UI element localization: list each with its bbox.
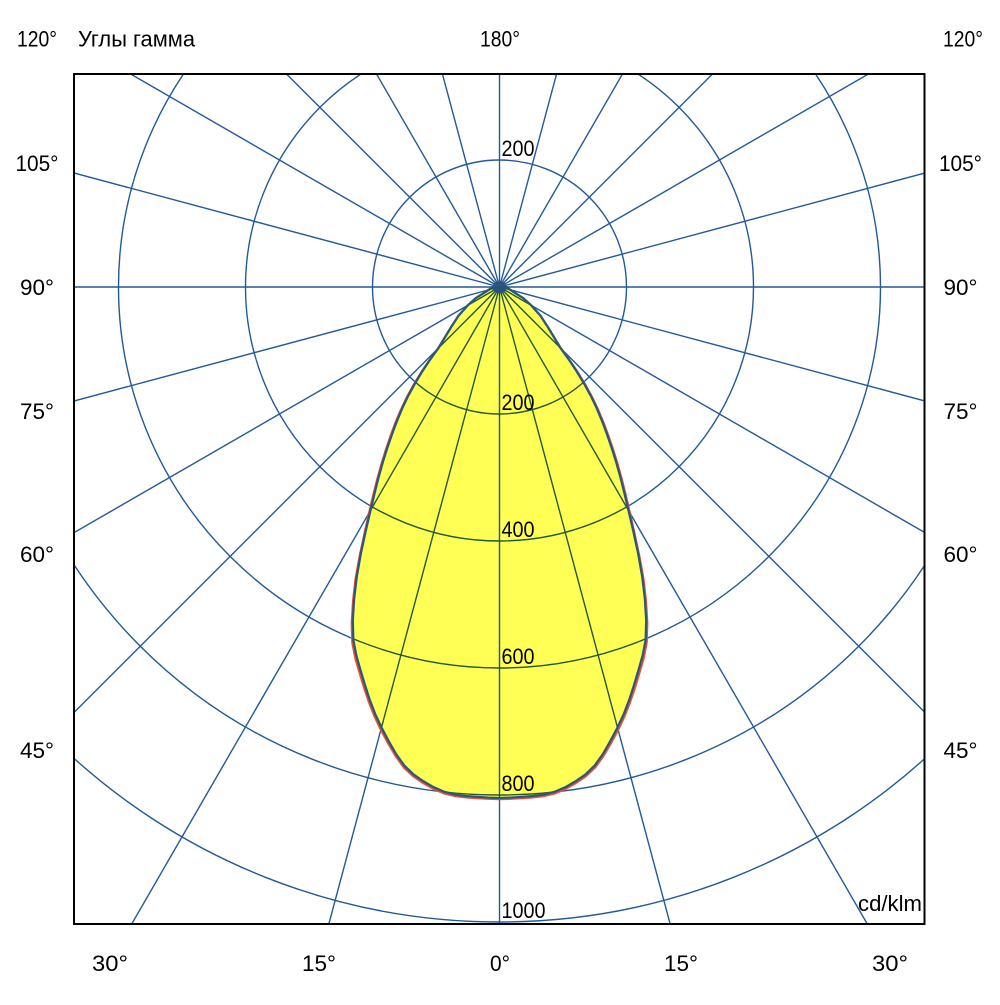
svg-text:75°: 75° — [20, 399, 54, 424]
svg-text:60°: 60° — [944, 542, 978, 567]
svg-text:Углы гамма: Углы гамма — [78, 27, 195, 52]
svg-text:45°: 45° — [944, 738, 978, 763]
svg-text:105°: 105° — [939, 151, 982, 176]
svg-text:105°: 105° — [16, 151, 59, 176]
svg-text:120°: 120° — [943, 27, 983, 52]
svg-text:800: 800 — [502, 771, 535, 796]
svg-text:400: 400 — [502, 517, 535, 542]
svg-text:45°: 45° — [20, 738, 54, 763]
svg-text:1000: 1000 — [502, 898, 546, 923]
svg-text:200: 200 — [502, 136, 535, 161]
svg-text:15°: 15° — [664, 951, 698, 976]
svg-text:15°: 15° — [302, 951, 336, 976]
svg-text:75°: 75° — [944, 399, 978, 424]
svg-text:30°: 30° — [92, 951, 128, 976]
svg-text:cd/klm: cd/klm — [858, 891, 922, 916]
svg-text:90°: 90° — [20, 275, 54, 300]
svg-text:200: 200 — [502, 390, 535, 415]
svg-text:180°: 180° — [480, 27, 520, 52]
svg-text:600: 600 — [502, 644, 535, 669]
svg-text:60°: 60° — [20, 542, 54, 567]
svg-text:120°: 120° — [17, 27, 57, 52]
svg-text:90°: 90° — [944, 275, 978, 300]
svg-text:30°: 30° — [872, 951, 908, 976]
svg-text:0°: 0° — [490, 951, 510, 976]
